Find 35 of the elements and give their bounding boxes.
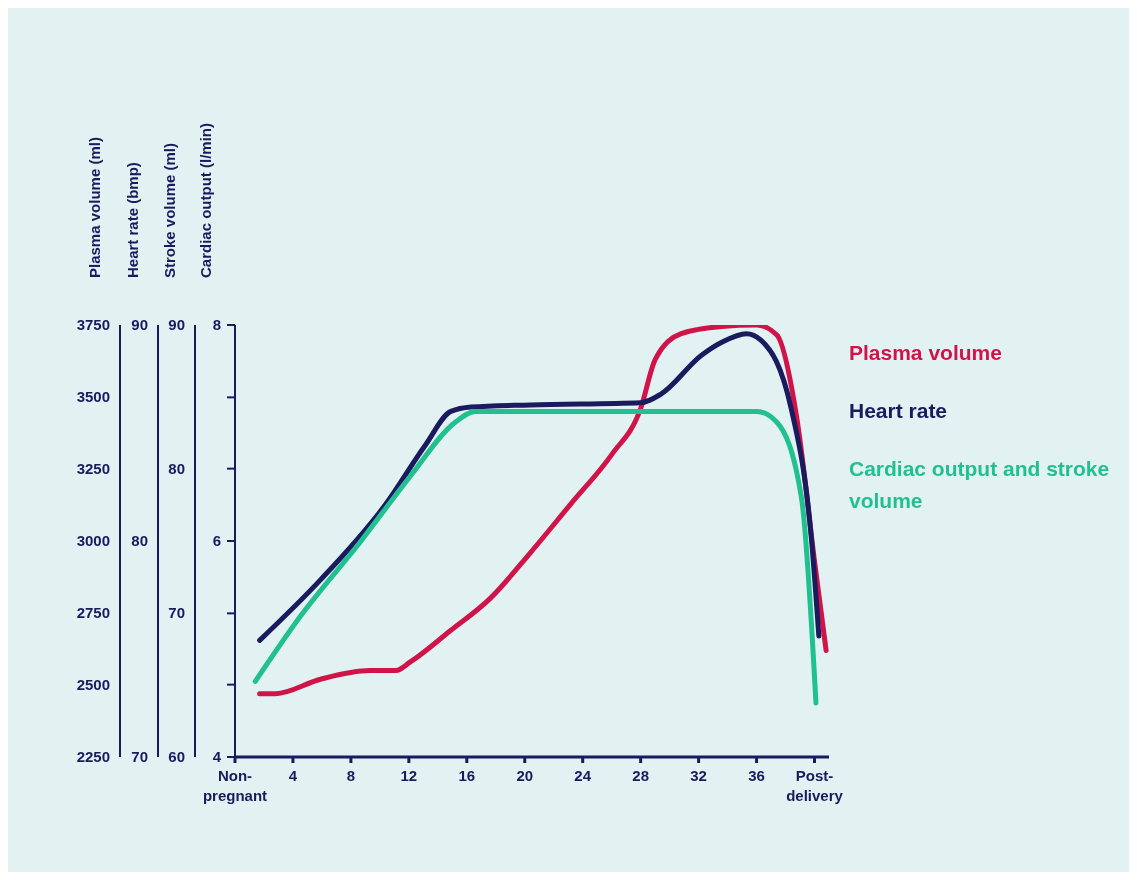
y3-tick-label: 2250 xyxy=(76,748,110,765)
x-tick-label: 24 xyxy=(574,767,592,784)
y3-tick-label: 3000 xyxy=(76,532,110,549)
text: Cardiac output and stroke volume xyxy=(849,456,1111,514)
text: 90 xyxy=(168,316,185,333)
text: Heart rate xyxy=(849,398,949,424)
y-tick-label: 6 xyxy=(212,532,221,549)
x-tick-label: 20 xyxy=(516,767,534,784)
y-tick-label: 4 xyxy=(212,748,222,765)
y3-tick-label: 2500 xyxy=(76,676,110,693)
y2-tick-label: 90 xyxy=(131,316,148,333)
x-tick-label: Non-pregnant xyxy=(202,767,268,804)
y3-tick-label: 3500 xyxy=(76,388,110,405)
y2-tick-label: 80 xyxy=(131,532,148,549)
x-tick-label: 28 xyxy=(632,767,649,784)
x-tick-label: 8 xyxy=(346,767,356,784)
y3-tick-label: 2750 xyxy=(76,604,110,621)
y2-tick-label: 70 xyxy=(131,748,148,765)
x-tick-label: 16 xyxy=(458,767,476,784)
y-tick-label: 8 xyxy=(212,316,221,333)
x-tick-label: 12 xyxy=(400,767,418,784)
y2-axis-title: Heart rate (bmp) xyxy=(124,162,141,278)
y3-tick-label: 3750 xyxy=(76,316,110,333)
x-tick-label: Post-delivery xyxy=(786,767,844,804)
x-tick-label: 4 xyxy=(288,767,298,784)
text: 60 xyxy=(168,748,185,765)
text: 70 xyxy=(168,604,185,621)
text: Stroke volume (ml) xyxy=(161,142,178,278)
text: Plasma volume xyxy=(849,340,1003,366)
x-tick-label: 32 xyxy=(690,767,707,784)
text: 80 xyxy=(168,460,185,477)
y3-tick-label: 3250 xyxy=(76,460,110,477)
x-tick-label: 36 xyxy=(748,767,765,784)
y-axis-title: Cardiac output (l/min) xyxy=(197,123,214,278)
y3-axis-title: Plasma volume (ml) xyxy=(86,137,103,278)
